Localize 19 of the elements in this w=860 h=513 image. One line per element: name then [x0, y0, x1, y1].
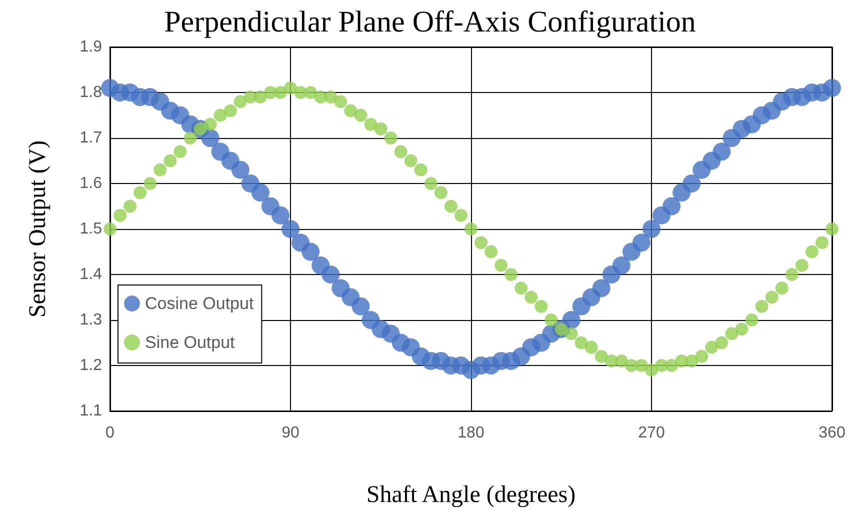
x-tick-label: 0	[106, 424, 115, 442]
x-tick-label: 270	[638, 424, 665, 442]
legend-label: Sine Output	[145, 333, 236, 352]
y-tick-label: 1.2	[80, 357, 102, 374]
y-tick-label: 1.5	[80, 220, 102, 238]
legend-label: Cosine Output	[145, 294, 254, 313]
x-tick-label: 180	[458, 424, 484, 442]
y-tick-label: 1.4	[80, 266, 102, 283]
x-axis-title: Shaft Angle (degrees)	[366, 482, 576, 508]
y-tick-label: 1.3	[80, 312, 102, 328]
y-tick-label: 1.7	[80, 130, 102, 146]
y-tick-label: 1.1	[80, 402, 102, 420]
x-tick-label: 360	[818, 424, 846, 442]
x-tick-label: 90	[282, 424, 300, 442]
y-tick-label: 1.6	[80, 175, 102, 192]
chart-title: Perpendicular Plane Off-Axis Configuration	[164, 6, 696, 38]
y-tick-label: 1.9	[80, 38, 102, 56]
y-axis-title: Sensor Output (V)	[25, 140, 51, 318]
y-tick-label: 1.8	[80, 84, 102, 101]
